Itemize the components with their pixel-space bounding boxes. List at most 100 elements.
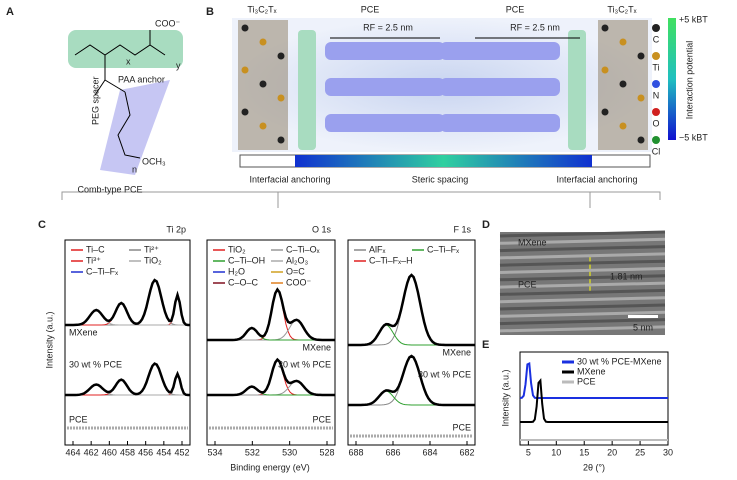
label: OCH₃	[142, 156, 166, 166]
x-tick-label: 15	[579, 447, 589, 457]
spectrum	[207, 357, 335, 397]
lattice-stripe	[499, 259, 666, 267]
label: 30 wt % PCE	[278, 359, 331, 369]
spectrum	[65, 362, 190, 397]
lattice-stripe	[499, 318, 666, 326]
label: +5 kBT	[679, 14, 708, 24]
label: C	[653, 34, 660, 44]
legend-label: H₂O	[228, 266, 245, 276]
legend-label: MXene	[577, 366, 606, 376]
atom	[619, 122, 627, 130]
label: PCE	[452, 422, 471, 432]
label: D	[482, 219, 490, 231]
legend-label: TiO₂	[228, 244, 246, 254]
x-tick-label: 20	[607, 447, 617, 457]
lattice-stripe	[499, 245, 666, 253]
label: Interaction potential	[684, 41, 694, 120]
label: Cl	[652, 146, 661, 156]
lattice-stripe	[499, 310, 666, 318]
label: MXene	[442, 347, 471, 357]
legend-label: PCE	[577, 376, 596, 386]
x-tick-label: 464	[65, 447, 80, 457]
component	[348, 355, 475, 406]
legend-label: C–Ti–OH	[228, 255, 265, 265]
x-tick-label: 456	[138, 447, 153, 457]
label: PCE	[518, 279, 537, 289]
atom	[259, 38, 267, 46]
label: E	[482, 339, 489, 351]
atom-key	[652, 136, 660, 144]
component	[207, 380, 335, 396]
atom-key	[652, 52, 660, 60]
x-tick-label: 686	[385, 447, 400, 457]
label: y	[176, 60, 181, 70]
atom	[259, 122, 267, 130]
x-tick-label: 684	[422, 447, 437, 457]
label: RF = 2.5 nm	[363, 22, 413, 32]
legend-label: C–Ti–Fₓ	[427, 244, 459, 254]
xrd-curve	[520, 378, 668, 423]
label: 30 wt % PCE	[69, 359, 122, 369]
x-tick-label: 682	[459, 447, 474, 457]
label: Binding energy (eV)	[230, 462, 310, 472]
label: Steric spacing	[412, 174, 469, 184]
label: x	[126, 56, 131, 66]
label: RF = 2.5 nm	[510, 22, 560, 32]
lattice-stripe	[499, 267, 666, 274]
label: Interfacial anchoring	[556, 174, 637, 184]
plot-title: Ti 2p	[166, 224, 186, 234]
label: B	[206, 6, 214, 18]
label: C	[38, 219, 46, 231]
component	[348, 390, 475, 406]
label: PAA anchor	[118, 74, 165, 84]
legend-label: TiO₂	[144, 255, 162, 265]
lattice-stripe	[499, 296, 666, 304]
atom	[637, 52, 645, 60]
legend-label: Ti²⁺	[144, 244, 159, 254]
label: Interfacial anchoring	[249, 174, 330, 184]
label: n	[132, 164, 137, 174]
x-tick-label: 530	[282, 447, 297, 457]
label: PCE	[312, 414, 331, 424]
x-tick-label: 462	[84, 447, 99, 457]
atom	[601, 66, 609, 74]
spectrum	[348, 273, 475, 347]
label: Intensity (a.u.)	[44, 311, 54, 368]
spectrum	[65, 278, 190, 327]
lattice-stripe	[499, 281, 666, 289]
x-tick-label: 454	[156, 447, 171, 457]
atom	[619, 38, 627, 46]
label: PCE	[361, 4, 380, 14]
legend-label: C–O–C	[228, 277, 259, 287]
lattice-stripe	[499, 288, 666, 296]
component	[348, 274, 475, 346]
label: −5 kBT	[679, 132, 708, 142]
atom	[637, 136, 645, 144]
atom	[637, 94, 645, 102]
legend-label: 30 wt % PCE-MXene	[577, 356, 662, 366]
component	[207, 319, 335, 341]
x-tick-label: 528	[319, 447, 334, 457]
legend-label: O=C	[286, 266, 305, 276]
x-tick-label: 532	[245, 447, 260, 457]
atom-key	[652, 24, 660, 32]
legend-label: Ti–C	[86, 244, 105, 254]
x-tick-label: 10	[551, 447, 561, 457]
x-tick-label: 534	[207, 447, 222, 457]
atom	[277, 94, 285, 102]
label: 2θ (°)	[583, 462, 605, 472]
label: COO⁻	[155, 18, 181, 28]
legend-label: COO⁻	[286, 277, 312, 287]
label: PEG spacer	[90, 76, 100, 125]
x-tick-label: 452	[174, 447, 189, 457]
x-tick-label: 25	[635, 447, 645, 457]
label: Ti₃C₂Tₓ	[607, 4, 636, 14]
label: A	[6, 6, 14, 18]
component	[348, 324, 475, 346]
legend-label: C–Ti–Fₓ	[86, 266, 118, 276]
legend-label: C–Ti–Fₓ–H	[369, 255, 413, 265]
label: Comb-type PCE	[77, 184, 142, 194]
legend-label: Ti³⁺	[86, 255, 101, 265]
atom	[259, 80, 267, 88]
lattice-stripe	[499, 303, 666, 311]
